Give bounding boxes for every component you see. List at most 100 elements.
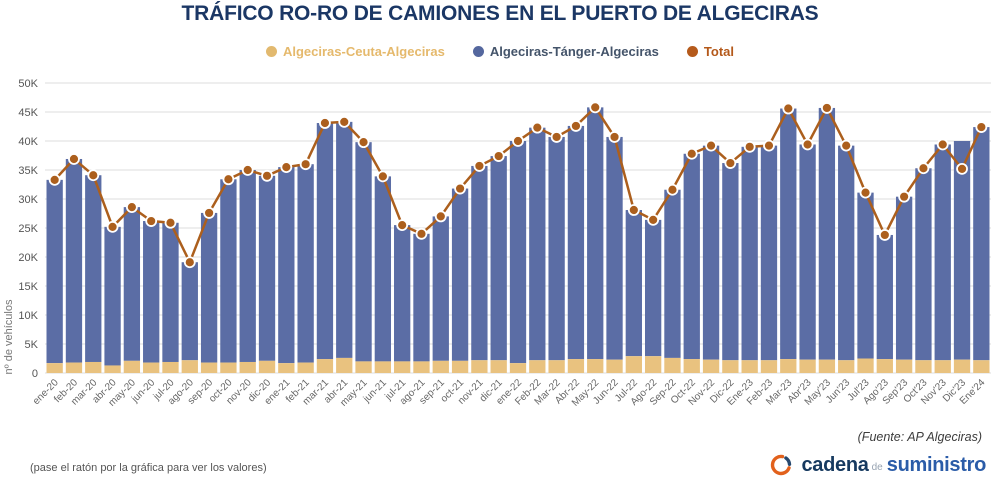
total-dot-abr-20[interactable]	[106, 220, 119, 233]
ceuta-segment[interactable]	[297, 362, 314, 373]
total-dot-mar-23[interactable]	[782, 102, 795, 115]
bar-feb-22[interactable]	[529, 127, 546, 373]
legend-item-ceuta[interactable]: Algeciras-Ceuta-Algeciras	[265, 44, 445, 59]
bar-abr-21[interactable]	[336, 121, 353, 373]
tanger-segment[interactable]	[374, 176, 392, 362]
tanger-segment[interactable]	[587, 107, 604, 360]
tanger-segment[interactable]	[934, 144, 951, 361]
ceuta-segment[interactable]	[760, 360, 778, 373]
ceuta-segment[interactable]	[876, 359, 893, 373]
bar-mar-23[interactable]	[780, 108, 797, 373]
tanger-segment[interactable]	[278, 167, 295, 364]
ceuta-segment[interactable]	[394, 361, 411, 373]
ceuta-segment[interactable]	[683, 359, 700, 373]
total-dot-nov-20[interactable]	[241, 164, 254, 176]
total-dot-mar-20[interactable]	[87, 169, 100, 182]
ceuta-segment[interactable]	[200, 362, 218, 373]
bar-mar-21[interactable]	[316, 123, 334, 373]
tanger-segment[interactable]	[336, 121, 353, 358]
tanger-segment[interactable]	[683, 153, 700, 360]
bar-ene-23[interactable]	[741, 146, 758, 373]
bar-mar-20[interactable]	[85, 175, 102, 373]
bar-jun-22[interactable]	[606, 136, 623, 373]
tanger-segment[interactable]	[297, 164, 314, 363]
total-dot-oct-23[interactable]	[917, 162, 930, 175]
bar-dic-23[interactable]	[953, 141, 971, 373]
bar-ago-23[interactable]	[876, 234, 893, 373]
total-dot-jun-22[interactable]	[608, 131, 621, 143]
tanger-segment[interactable]	[567, 125, 585, 360]
ceuta-segment[interactable]	[722, 360, 739, 373]
total-dot-may-22[interactable]	[589, 101, 602, 114]
bar-ene-20[interactable]	[46, 179, 63, 373]
tanger-segment[interactable]	[664, 189, 681, 358]
tanger-segment[interactable]	[471, 165, 488, 361]
bar-ago-20[interactable]	[181, 262, 198, 373]
bar-oct-23[interactable]	[915, 168, 932, 373]
ceuta-segment[interactable]	[65, 362, 83, 373]
legend-item-tanger[interactable]: Algeciras-Tánger-Algeciras	[472, 44, 659, 59]
tanger-segment[interactable]	[432, 216, 449, 361]
tanger-segment[interactable]	[818, 107, 836, 360]
total-dot-nov-21[interactable]	[473, 160, 486, 172]
ceuta-segment[interactable]	[143, 362, 160, 373]
bar-may-21[interactable]	[355, 142, 372, 373]
tanger-segment[interactable]	[702, 145, 720, 360]
bar-dic-20[interactable]	[258, 175, 276, 373]
ceuta-segment[interactable]	[374, 361, 392, 373]
ceuta-segment[interactable]	[606, 359, 623, 373]
tanger-segment[interactable]	[239, 170, 256, 362]
bar-feb-21[interactable]	[297, 164, 314, 373]
total-dot-jul-22[interactable]	[627, 204, 640, 216]
ceuta-segment[interactable]	[220, 362, 237, 373]
total-dot-feb-23[interactable]	[763, 139, 775, 152]
total-dot-ago-20[interactable]	[183, 256, 196, 269]
ceuta-segment[interactable]	[509, 363, 527, 373]
ceuta-segment[interactable]	[780, 359, 797, 373]
tanger-segment[interactable]	[220, 179, 237, 363]
total-dot-dic-22[interactable]	[724, 157, 737, 169]
total-dot-ene-20[interactable]	[48, 173, 61, 186]
total-dot-ene-23[interactable]	[743, 140, 756, 153]
total-dot-feb-20[interactable]	[68, 153, 80, 165]
ceuta-segment[interactable]	[548, 360, 565, 373]
bar-nov-20[interactable]	[239, 170, 256, 373]
total-dot-dic-20[interactable]	[261, 169, 273, 182]
ceuta-segment[interactable]	[239, 361, 256, 373]
ceuta-segment[interactable]	[529, 360, 546, 373]
ceuta-segment[interactable]	[857, 358, 874, 374]
legend-item-total[interactable]: Total	[686, 44, 734, 59]
ceuta-segment[interactable]	[46, 363, 63, 373]
bar-abr-23[interactable]	[799, 144, 816, 373]
tanger-segment[interactable]	[143, 221, 160, 363]
ceuta-segment[interactable]	[799, 359, 816, 373]
bar-abr-22[interactable]	[567, 125, 585, 373]
bar-feb-23[interactable]	[760, 145, 778, 373]
total-dot-dic-23[interactable]	[956, 162, 968, 175]
tanger-segment[interactable]	[394, 225, 411, 362]
tanger-segment[interactable]	[780, 108, 797, 360]
tanger-segment[interactable]	[529, 127, 546, 361]
ceuta-segment[interactable]	[85, 361, 102, 373]
bar-jun-21[interactable]	[374, 176, 392, 373]
total-dot-jul-20[interactable]	[164, 216, 177, 229]
tanger-segment[interactable]	[625, 210, 642, 357]
ceuta-segment[interactable]	[123, 360, 141, 373]
tanger-segment[interactable]	[490, 156, 507, 361]
total-dot-abr-22[interactable]	[570, 120, 582, 132]
tanger-segment[interactable]	[355, 142, 372, 362]
total-dot-oct-22[interactable]	[685, 147, 698, 160]
tanger-segment[interactable]	[838, 145, 855, 361]
total-dot-mar-21[interactable]	[319, 117, 331, 129]
tanger-segment[interactable]	[548, 136, 565, 361]
tanger-segment[interactable]	[760, 145, 778, 361]
ceuta-segment[interactable]	[838, 360, 855, 373]
tanger-segment[interactable]	[104, 226, 121, 366]
total-dot-feb-22[interactable]	[531, 121, 544, 134]
bar-jul-23[interactable]	[857, 192, 874, 374]
tanger-segment[interactable]	[123, 207, 141, 361]
total-dot-oct-21[interactable]	[454, 182, 466, 195]
total-dot-ago-21[interactable]	[415, 227, 428, 240]
tanger-segment[interactable]	[895, 196, 913, 360]
ceuta-segment[interactable]	[451, 360, 469, 373]
